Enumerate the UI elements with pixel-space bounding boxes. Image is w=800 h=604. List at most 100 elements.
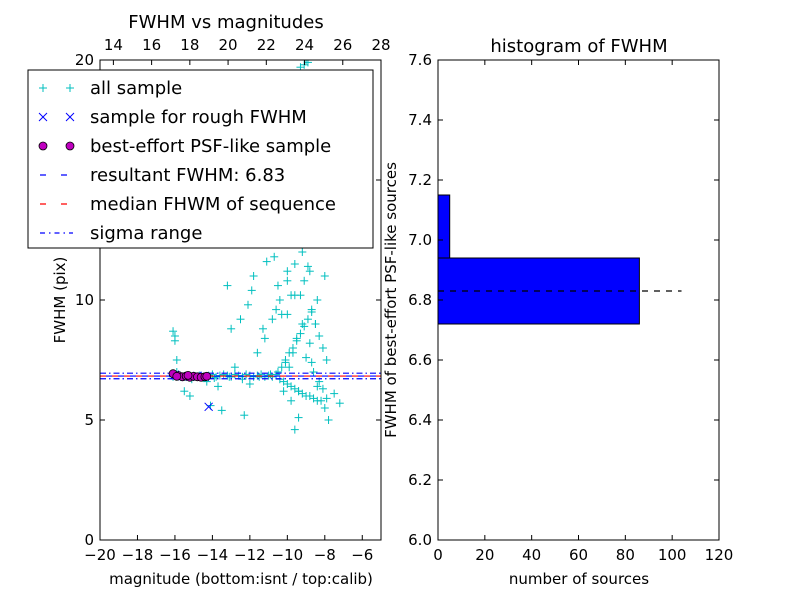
all-sample-point — [225, 372, 234, 381]
all-sample-point — [258, 324, 267, 333]
all-sample-point — [253, 348, 262, 357]
all-sample-point — [270, 252, 279, 261]
top-x-tick-label: 22 — [257, 36, 276, 54]
all-sample-point — [303, 262, 312, 271]
all-sample-point — [285, 363, 294, 372]
all-sample-point — [303, 60, 312, 67]
all-sample-point — [272, 305, 281, 314]
x-marker-b — [38, 112, 48, 122]
all-sample-point — [268, 315, 277, 324]
all-sample-point — [170, 336, 179, 345]
legend-x-icon — [65, 112, 75, 122]
all-sample-point — [227, 324, 236, 333]
top-x-tick-label: 28 — [371, 36, 390, 54]
top-x-tick-label: 16 — [142, 36, 161, 54]
all-sample-point — [287, 291, 296, 300]
all-sample-point — [172, 356, 181, 364]
all-sample-point — [283, 267, 292, 276]
legend-items: all sample sample for rough FWHM best-effo… — [38, 78, 336, 244]
histogram-y-axis-label: FWHM of best-effort PSF-like sources — [382, 162, 400, 438]
all-sample-point — [214, 382, 223, 391]
y-tick-label: 7.0 — [408, 231, 432, 249]
x-tick-label: −10 — [272, 546, 304, 564]
all-sample-point — [255, 372, 264, 381]
y-tick-label: 10 — [75, 291, 94, 309]
top-x-tick-label: 18 — [180, 36, 199, 54]
all-sample-point — [288, 348, 297, 357]
histogram-ticks: 0 20 40 60 80 100 120 6.0 6.2 6.4 6.6 6.8 7.0 7.2 7.4 7… — [408, 51, 733, 564]
top-x-tick-label: 26 — [333, 36, 352, 54]
y-tick-label: 20 — [75, 51, 94, 69]
x-tick-label: −20 — [84, 546, 116, 564]
all-sample-point — [290, 425, 299, 434]
all-sample-point — [230, 363, 239, 372]
legend-box — [27, 69, 374, 249]
x-tick-label: 100 — [658, 546, 687, 564]
all-sample-point — [296, 329, 305, 338]
all-sample-point — [275, 296, 284, 304]
all-sample-point — [236, 315, 245, 324]
all-sample-point — [318, 384, 327, 393]
all-sample-point — [317, 396, 326, 405]
all-sample-point — [180, 387, 189, 396]
top-x-tick-label: 14 — [104, 36, 123, 54]
x-tick-label: 20 — [475, 546, 494, 564]
legend-label: all sample — [90, 78, 182, 99]
all-sample-point — [290, 260, 299, 268]
legend-plus-icon — [39, 84, 47, 92]
y-tick-label: 7.2 — [408, 171, 432, 189]
all-sample-point — [300, 276, 309, 285]
y-tick-label: 6.6 — [408, 351, 432, 369]
all-sample-point — [210, 374, 219, 382]
legend-x-icon — [38, 112, 48, 122]
all-sample-point — [309, 368, 318, 376]
histogram-bar — [437, 194, 451, 259]
all-sample-point — [324, 416, 333, 424]
all-sample-point — [298, 248, 307, 256]
rough-sample-point — [204, 402, 214, 412]
legend-plus-icon — [66, 84, 74, 92]
histogram-x-axis-label: number of sources — [509, 570, 649, 588]
all-sample-point — [185, 392, 194, 400]
psf-sample-point — [172, 371, 182, 381]
y-tick-label: 7.6 — [408, 51, 432, 69]
scatter-title: FWHM vs magnitudes — [128, 12, 323, 33]
x-tick-label: −6 — [351, 546, 373, 564]
y-tick-label: 6.0 — [408, 531, 432, 549]
legend-circle-icon — [38, 141, 48, 151]
all-sample-point — [320, 272, 329, 280]
x-marker-b — [204, 402, 214, 412]
legend-item: best-effort PSF-like sample — [38, 136, 331, 157]
all-sample-point — [219, 370, 228, 379]
all-sample-point — [292, 334, 301, 343]
scatter-x-axis-label: magnitude (bottom:isnt / top:calib) — [109, 570, 373, 588]
psf-sample-point — [202, 371, 212, 381]
x-tick-label: −16 — [159, 546, 191, 564]
legend-circle-icon — [65, 141, 75, 151]
y-tick-label: 0 — [84, 531, 94, 549]
all-sample-point — [260, 334, 269, 343]
x-tick-label: 120 — [705, 546, 734, 564]
all-sample-point — [320, 404, 329, 412]
all-sample-point — [302, 353, 311, 362]
all-sample-point — [307, 305, 316, 314]
histogram-title: histogram of FWHM — [490, 36, 667, 57]
y-tick-label: 7.4 — [408, 111, 432, 129]
x-tick-label: −14 — [197, 546, 229, 564]
all-sample-point — [243, 300, 252, 309]
all-sample-point — [266, 370, 275, 379]
legend-item: median FHWM of sequence — [40, 194, 336, 215]
legend-item: sample for rough FWHM — [38, 107, 307, 128]
y-tick-label: 5 — [84, 411, 94, 429]
x-tick-label: 0 — [433, 546, 443, 564]
top-x-tick-label: 20 — [219, 36, 238, 54]
x-tick-label: −18 — [122, 546, 154, 564]
x-tick-label: −12 — [234, 546, 266, 564]
legend-label: sigma range — [90, 223, 202, 244]
y-tick-label: 6.8 — [408, 291, 432, 309]
x-tick-label: 80 — [616, 546, 635, 564]
all-sample-point — [330, 389, 339, 398]
histogram-marks — [437, 194, 682, 325]
all-sample-point — [240, 411, 249, 420]
